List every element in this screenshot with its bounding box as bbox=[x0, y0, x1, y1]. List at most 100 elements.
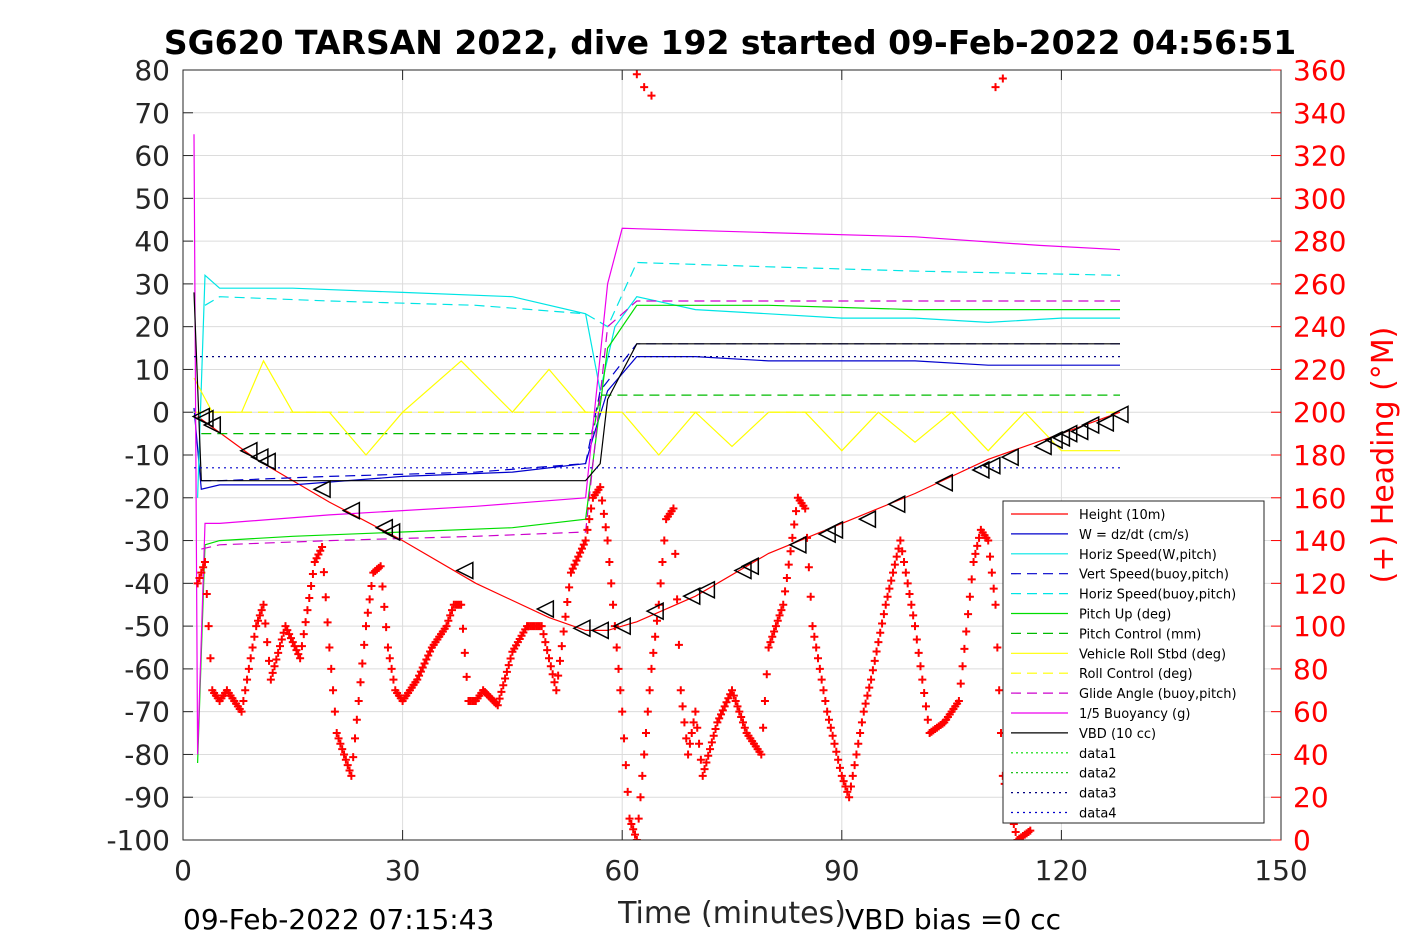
heading-point bbox=[446, 611, 455, 620]
x-tick-label: 150 bbox=[1254, 854, 1307, 887]
heading-point bbox=[321, 593, 330, 602]
heading-point bbox=[852, 750, 861, 759]
heading-point bbox=[237, 707, 246, 716]
legend-entry: 1/5 Buoyancy (g) bbox=[1079, 707, 1190, 722]
heading-point bbox=[299, 630, 308, 639]
heading-point bbox=[607, 579, 616, 588]
tick-labels: 0 30 60 90 120 15080706050403020100-10-20-30-… bbox=[106, 54, 1346, 887]
heading-point bbox=[244, 664, 253, 673]
heading-point bbox=[760, 696, 769, 705]
heading-point bbox=[418, 663, 427, 672]
heading-point bbox=[724, 694, 733, 703]
heading-point bbox=[835, 763, 844, 772]
heading-point bbox=[305, 594, 314, 603]
heading-point bbox=[987, 568, 996, 577]
heading-point bbox=[801, 504, 810, 513]
heading-point bbox=[770, 627, 779, 636]
heading-point bbox=[823, 707, 832, 716]
heading-point bbox=[729, 691, 738, 700]
heading-point bbox=[605, 557, 614, 566]
heading-point bbox=[658, 557, 667, 566]
heading-point bbox=[828, 731, 837, 740]
heading-point bbox=[338, 745, 347, 754]
y-tick-label: 40 bbox=[134, 225, 170, 258]
heading-point bbox=[900, 557, 909, 566]
heading-point bbox=[356, 678, 365, 687]
y-tick-label: 60 bbox=[134, 140, 170, 173]
y-tick-label: -80 bbox=[124, 738, 170, 771]
heading-point bbox=[764, 643, 773, 652]
heading-point bbox=[572, 556, 581, 565]
heading-point bbox=[846, 782, 855, 791]
height-marker bbox=[696, 580, 716, 599]
heading-point bbox=[261, 619, 270, 628]
legend-entry: Horiz Speed(W,pitch) bbox=[1079, 548, 1217, 563]
heading-point bbox=[360, 640, 369, 649]
height-marker bbox=[257, 452, 276, 471]
height-marker bbox=[341, 501, 361, 520]
heading-point bbox=[674, 640, 683, 649]
heading-point bbox=[876, 628, 885, 637]
heading-point bbox=[964, 610, 973, 619]
heading-point bbox=[587, 504, 596, 513]
heading-point bbox=[457, 600, 466, 609]
heading-point bbox=[365, 595, 374, 604]
height-marker bbox=[1033, 437, 1052, 456]
y2-tick-label: 180 bbox=[1293, 439, 1346, 472]
height-marker bbox=[239, 441, 258, 460]
heading-point bbox=[969, 557, 978, 566]
heading-point bbox=[810, 632, 819, 641]
heading-point bbox=[814, 654, 823, 663]
heading-point bbox=[817, 675, 826, 684]
heading-point bbox=[288, 638, 297, 647]
heading-point bbox=[643, 707, 652, 716]
heading-point bbox=[887, 576, 896, 585]
heading-point bbox=[252, 622, 261, 631]
heading-point bbox=[246, 654, 255, 663]
heading-point bbox=[460, 648, 469, 657]
heading-point bbox=[292, 646, 301, 655]
height-marker bbox=[740, 557, 760, 576]
heading-point bbox=[804, 563, 813, 572]
heading-point bbox=[954, 696, 963, 705]
heading-point bbox=[984, 536, 993, 545]
heading-point bbox=[206, 654, 215, 663]
legend-entry: Pitch Up (deg) bbox=[1079, 608, 1171, 623]
y2-tick-label: 60 bbox=[1293, 696, 1329, 729]
heading-point bbox=[318, 542, 327, 551]
heading-point bbox=[975, 533, 984, 542]
heading-point bbox=[991, 600, 1000, 609]
y-tick-label: -90 bbox=[124, 781, 170, 814]
legend-entry: data4 bbox=[1079, 807, 1117, 822]
heading-point bbox=[865, 683, 874, 692]
legend-entry: data1 bbox=[1079, 747, 1117, 762]
heading-point bbox=[603, 536, 612, 545]
heading-point bbox=[872, 647, 881, 656]
y2-tick-label: 320 bbox=[1293, 140, 1346, 173]
heading-point bbox=[905, 590, 914, 599]
height-marker bbox=[1000, 447, 1019, 467]
heading-point bbox=[268, 668, 277, 677]
heading-point bbox=[921, 702, 930, 711]
heading-point bbox=[986, 552, 995, 561]
legend: Height (10m) W = dz/dt (cm/s) Horiz Speed(… bbox=[1002, 500, 1265, 824]
heading-point bbox=[740, 723, 749, 732]
heading-point bbox=[548, 670, 557, 679]
heading-point bbox=[881, 600, 890, 609]
height-marker bbox=[1044, 430, 1063, 450]
heading-point bbox=[859, 707, 868, 716]
heading-point bbox=[243, 675, 252, 684]
heading-point bbox=[442, 622, 451, 631]
height-marker bbox=[1110, 405, 1129, 424]
heading-point bbox=[543, 646, 552, 655]
y-tick-label: -100 bbox=[106, 824, 170, 857]
heading-point bbox=[555, 656, 564, 665]
heading-point bbox=[903, 579, 912, 588]
heading-point bbox=[834, 755, 843, 764]
heading-point bbox=[362, 622, 370, 631]
heading-point bbox=[202, 590, 211, 599]
height-marker bbox=[971, 460, 990, 480]
heading-point bbox=[241, 686, 250, 695]
y-tick-label: -60 bbox=[124, 653, 170, 686]
heading-point bbox=[874, 638, 883, 647]
